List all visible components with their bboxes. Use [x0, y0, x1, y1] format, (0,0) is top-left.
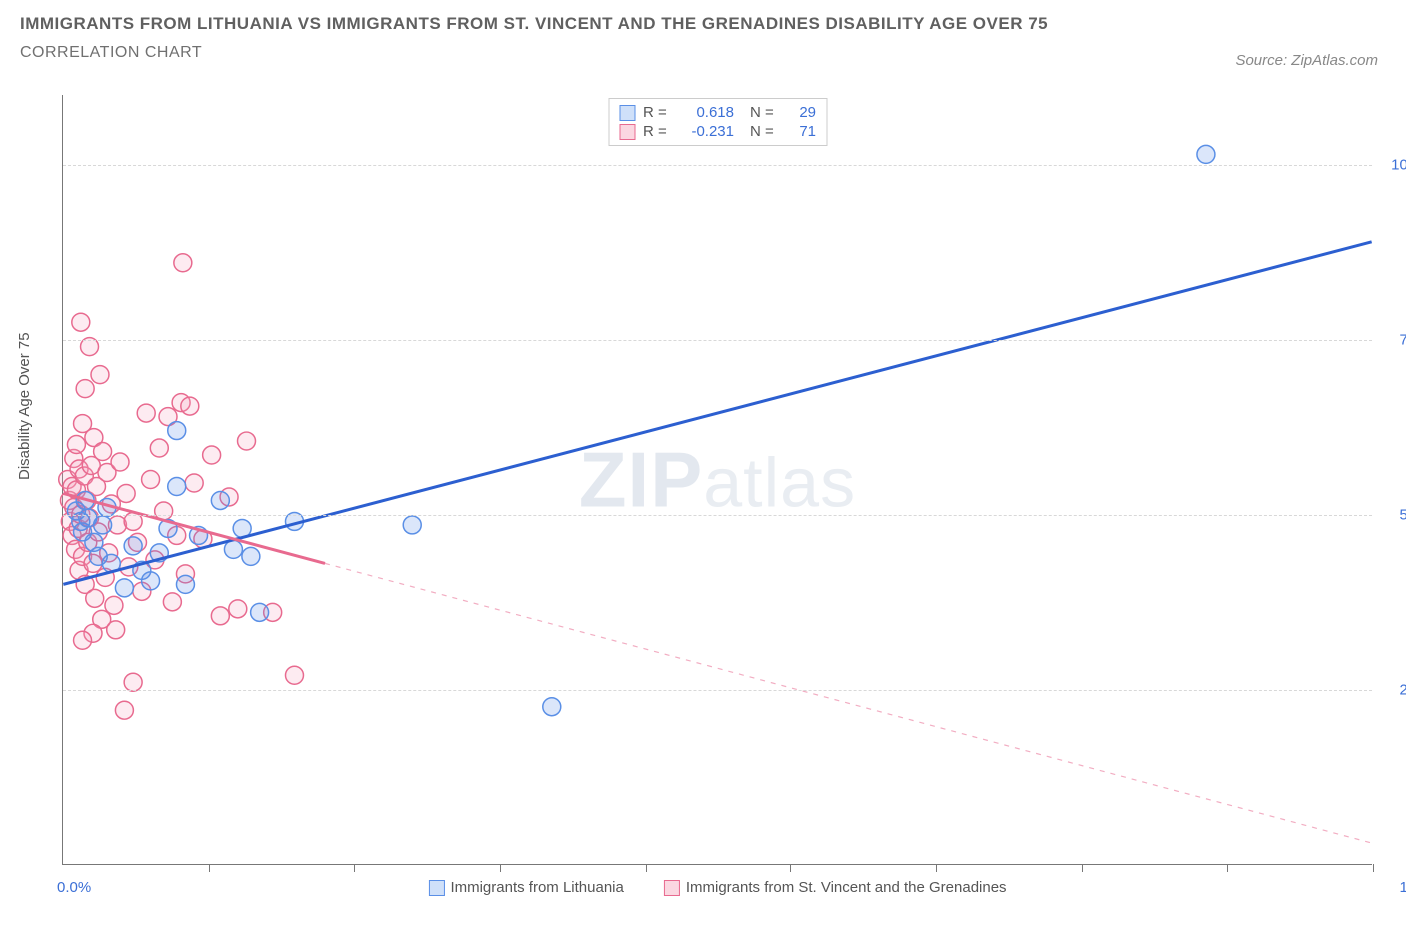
data-point-lithuania [543, 698, 561, 716]
data-point-svg [229, 600, 247, 618]
trend-line-lithuania [63, 242, 1371, 585]
x-tick [209, 864, 210, 872]
gridline [63, 165, 1372, 166]
data-point-lithuania [94, 516, 112, 534]
legend-r-value-svg: -0.231 [679, 123, 734, 140]
x-axis-min-label: 0.0% [57, 879, 91, 896]
data-point-svg [74, 631, 92, 649]
data-point-lithuania [124, 537, 142, 555]
y-axis-label: Disability Age Over 75 [16, 332, 33, 480]
trend-line-dashed-svg [325, 563, 1372, 843]
data-point-svg [67, 436, 85, 454]
x-tick [354, 864, 355, 872]
legend-swatch-lithuania [428, 880, 444, 896]
data-point-svg [86, 589, 104, 607]
legend-stats-row-lithuania: R = 0.618 N = 29 [619, 103, 816, 122]
legend-r-value-lithuania: 0.618 [679, 104, 734, 121]
x-tick [646, 864, 647, 872]
chart-plot-area: ZIPatlas R =0.618N =29R =-0.231N =71 Imm… [62, 95, 1372, 865]
legend-series-label-lithuania: Immigrants from Lithuania [450, 879, 623, 896]
legend-n-label: N = [750, 104, 778, 121]
legend-swatch-lithuania [619, 105, 635, 121]
data-point-svg [181, 397, 199, 415]
chart-title-block: IMMIGRANTS FROM LITHUANIA VS IMMIGRANTS … [0, 0, 1406, 66]
data-point-svg [105, 596, 123, 614]
gridline [63, 515, 1372, 516]
chart-title-line1: IMMIGRANTS FROM LITHUANIA VS IMMIGRANTS … [20, 14, 1386, 34]
y-tick-label: 25.0% [1382, 682, 1406, 699]
scatter-plot-svg [63, 95, 1372, 864]
data-point-lithuania [142, 572, 160, 590]
x-tick [936, 864, 937, 872]
source-attribution: Source: ZipAtlas.com [1235, 52, 1378, 69]
data-point-lithuania [176, 575, 194, 593]
data-point-lithuania [211, 491, 229, 509]
data-point-lithuania [115, 579, 133, 597]
data-point-lithuania [242, 547, 260, 565]
data-point-lithuania [224, 540, 242, 558]
data-point-svg [150, 439, 168, 457]
data-point-lithuania [168, 478, 186, 496]
x-tick [500, 864, 501, 872]
x-tick [790, 864, 791, 872]
data-point-svg [137, 404, 155, 422]
legend-stats-box: R = 0.618 N = 29 R = -0.231 N = 71 [608, 98, 827, 146]
bottom-legend-item-lithuania: Immigrants from Lithuania [428, 879, 623, 896]
data-point-svg [107, 621, 125, 639]
legend-r-label: R = [643, 104, 671, 121]
data-point-svg [142, 471, 160, 489]
legend-swatch-svg [619, 124, 635, 140]
data-point-svg [174, 254, 192, 272]
data-point-svg [72, 313, 90, 331]
legend-n-value-svg: 71 [786, 123, 816, 140]
x-tick [1227, 864, 1228, 872]
y-tick-label: 100.0% [1382, 157, 1406, 174]
gridline [63, 340, 1372, 341]
data-point-svg [115, 701, 133, 719]
data-point-svg [238, 432, 256, 450]
data-point-svg [76, 380, 94, 398]
data-point-svg [91, 366, 109, 384]
gridline [63, 690, 1372, 691]
bottom-legend-item-svg: Immigrants from St. Vincent and the Gren… [664, 879, 1007, 896]
data-point-svg [185, 474, 203, 492]
data-point-svg [163, 593, 181, 611]
x-axis-max-label: 15.0% [1382, 879, 1406, 896]
data-point-svg [124, 673, 142, 691]
legend-r-label: R = [643, 123, 671, 140]
legend-n-label: N = [750, 123, 778, 140]
data-point-lithuania [403, 516, 421, 534]
data-point-svg [117, 484, 135, 502]
data-point-svg [94, 443, 112, 461]
y-tick-label: 75.0% [1382, 332, 1406, 349]
legend-series-label-svg: Immigrants from St. Vincent and the Gren… [686, 879, 1007, 896]
data-point-lithuania [1197, 145, 1215, 163]
data-point-svg [111, 453, 129, 471]
x-tick [1082, 864, 1083, 872]
data-point-svg [211, 607, 229, 625]
data-point-svg [285, 666, 303, 684]
y-tick-label: 50.0% [1382, 507, 1406, 524]
bottom-legend: Immigrants from Lithuania Immigrants from… [428, 879, 1006, 896]
data-point-svg [203, 446, 221, 464]
chart-title-line2: CORRELATION CHART [20, 44, 1386, 62]
legend-stats-row-svg: R = -0.231 N = 71 [619, 122, 816, 141]
legend-swatch-svg [664, 880, 680, 896]
legend-n-value-lithuania: 29 [786, 104, 816, 121]
x-tick [1373, 864, 1374, 872]
data-point-lithuania [251, 603, 269, 621]
data-point-lithuania [168, 422, 186, 440]
